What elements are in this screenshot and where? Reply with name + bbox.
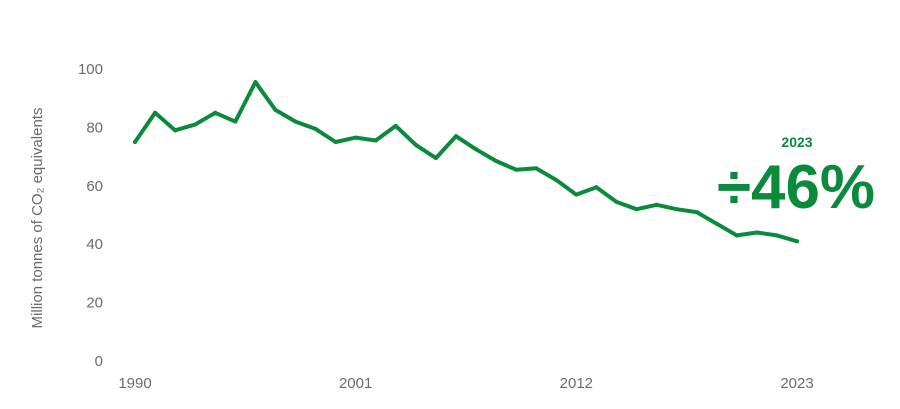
data-point [474, 147, 479, 152]
data-point [534, 166, 539, 171]
x-tick-label: 2012 [560, 375, 593, 392]
y-tick-label: 100 [78, 61, 103, 78]
data-point [373, 138, 378, 143]
data-point [574, 192, 579, 197]
annotation-year: 2023 [781, 134, 812, 150]
data-point [233, 119, 238, 124]
x-tick-label: 2023 [780, 375, 813, 392]
data-point [313, 126, 318, 131]
y-tick-label: 80 [86, 119, 103, 136]
data-point [734, 233, 739, 238]
x-tick-label: 1990 [118, 375, 151, 392]
data-point [694, 210, 699, 215]
data-point [714, 221, 719, 226]
data-point [654, 202, 659, 207]
y-tick-label: 20 [86, 295, 103, 312]
data-point [634, 207, 639, 212]
y-axis-ticks: 0 20 40 60 80 100 [78, 61, 103, 370]
data-point [293, 119, 298, 124]
data-point [413, 142, 418, 147]
data-point [494, 158, 499, 163]
data-point [353, 135, 358, 140]
data-point [253, 80, 258, 85]
data-point [213, 110, 218, 115]
y-axis-label: Million tonnes of CO₂ equivalents [29, 108, 46, 329]
data-point [173, 128, 178, 133]
y-tick-label: 40 [86, 236, 103, 253]
data-point [153, 110, 158, 115]
data-point [433, 156, 438, 161]
x-tick-label: 2001 [339, 375, 372, 392]
data-point [193, 122, 198, 127]
data-point [614, 199, 619, 204]
data-point [774, 233, 779, 238]
data-point [453, 134, 458, 139]
data-point [514, 167, 519, 172]
data-point [273, 107, 278, 112]
annotation-change: ÷46% [717, 153, 875, 222]
data-point [333, 140, 338, 144]
y-tick-label: 0 [95, 353, 103, 370]
data-point [393, 123, 398, 128]
data-point [594, 185, 599, 190]
data-point [133, 140, 137, 144]
data-point [795, 239, 799, 244]
data-point [554, 177, 559, 182]
series-group [133, 80, 799, 244]
x-axis-ticks: 1990 2001 2012 2023 [118, 375, 813, 392]
data-point [674, 207, 679, 212]
data-point [754, 230, 759, 235]
y-tick-label: 60 [86, 178, 103, 195]
series-line [133, 80, 799, 244]
